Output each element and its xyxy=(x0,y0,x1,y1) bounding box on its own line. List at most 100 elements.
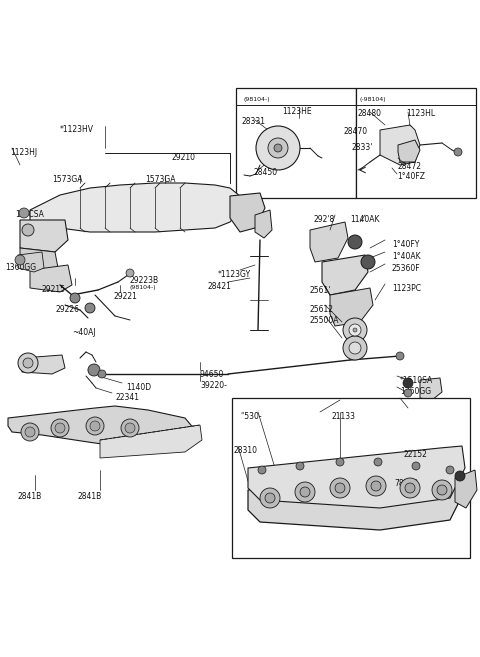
Text: 2833': 2833' xyxy=(352,143,373,152)
Text: *1123HV: *1123HV xyxy=(60,125,94,134)
Circle shape xyxy=(295,482,315,502)
Polygon shape xyxy=(380,125,420,165)
Text: 28421: 28421 xyxy=(208,282,232,291)
Polygon shape xyxy=(230,193,265,232)
Text: 1140AK: 1140AK xyxy=(350,215,380,224)
Text: 29210: 29210 xyxy=(172,153,196,162)
Text: 29215: 29215 xyxy=(42,285,66,294)
Circle shape xyxy=(22,224,34,236)
Text: 29226: 29226 xyxy=(55,305,79,314)
Text: 21133: 21133 xyxy=(332,412,356,421)
Text: 28310: 28310 xyxy=(233,446,257,455)
Circle shape xyxy=(432,480,452,500)
Circle shape xyxy=(349,342,361,354)
Text: 1360GG: 1360GG xyxy=(5,263,36,272)
Text: ~40AJ: ~40AJ xyxy=(72,328,96,337)
Circle shape xyxy=(455,471,465,481)
Text: 1123HL: 1123HL xyxy=(406,109,435,118)
Text: 1123HE: 1123HE xyxy=(282,107,312,116)
Polygon shape xyxy=(255,210,272,238)
Polygon shape xyxy=(455,470,477,508)
Text: 28331: 28331 xyxy=(242,117,266,126)
Polygon shape xyxy=(30,265,72,292)
Text: 29223B: 29223B xyxy=(130,276,159,285)
Text: 78312: 78312 xyxy=(394,479,418,488)
Text: 28470: 28470 xyxy=(344,127,368,136)
Circle shape xyxy=(349,324,361,336)
Circle shape xyxy=(404,389,412,397)
Circle shape xyxy=(335,483,345,493)
Text: 1573GA: 1573GA xyxy=(145,175,176,184)
Circle shape xyxy=(366,476,386,496)
Circle shape xyxy=(296,462,304,470)
Text: 22341: 22341 xyxy=(116,393,140,402)
Circle shape xyxy=(274,144,282,152)
Text: 1140D: 1140D xyxy=(126,383,151,392)
Polygon shape xyxy=(22,355,65,374)
Circle shape xyxy=(126,269,134,277)
Polygon shape xyxy=(310,222,348,262)
Text: 2841B: 2841B xyxy=(78,492,102,501)
Circle shape xyxy=(18,353,38,373)
Circle shape xyxy=(300,487,310,497)
Polygon shape xyxy=(322,255,368,295)
Circle shape xyxy=(412,462,420,470)
Polygon shape xyxy=(20,248,58,270)
Polygon shape xyxy=(20,220,68,252)
Text: 2561': 2561' xyxy=(310,286,331,295)
Polygon shape xyxy=(248,468,465,530)
Text: 1123HJ: 1123HJ xyxy=(10,148,37,157)
Circle shape xyxy=(343,318,367,342)
Text: 28480: 28480 xyxy=(358,109,382,118)
Circle shape xyxy=(256,126,300,170)
Circle shape xyxy=(348,235,362,249)
Text: 25360F: 25360F xyxy=(392,264,420,273)
Text: 1°40FZ: 1°40FZ xyxy=(397,172,425,181)
Circle shape xyxy=(446,466,454,474)
Polygon shape xyxy=(248,446,465,508)
Circle shape xyxy=(21,423,39,441)
Text: 1573GA: 1573GA xyxy=(52,175,83,184)
Text: 25500A: 25500A xyxy=(310,316,339,325)
Circle shape xyxy=(55,423,65,433)
Text: 22152: 22152 xyxy=(404,450,428,459)
Circle shape xyxy=(437,485,447,495)
Circle shape xyxy=(85,303,95,313)
Text: (-98104): (-98104) xyxy=(360,97,386,102)
Text: 2841B: 2841B xyxy=(18,492,42,501)
Text: *1123GY: *1123GY xyxy=(218,270,251,279)
Text: 29221: 29221 xyxy=(113,292,137,301)
Circle shape xyxy=(361,255,375,269)
Circle shape xyxy=(258,466,266,474)
Text: (98104-): (98104-) xyxy=(130,285,156,290)
Circle shape xyxy=(98,370,106,378)
Polygon shape xyxy=(8,406,195,450)
Circle shape xyxy=(336,458,344,466)
Text: (98104-): (98104-) xyxy=(243,97,270,102)
Circle shape xyxy=(23,358,33,368)
Text: ''530-: ''530- xyxy=(240,412,262,421)
Bar xyxy=(232,398,470,558)
Circle shape xyxy=(90,421,100,431)
Circle shape xyxy=(88,364,100,376)
Polygon shape xyxy=(330,288,373,326)
Text: 25612: 25612 xyxy=(310,305,334,314)
Text: 292'8: 292'8 xyxy=(314,215,335,224)
Polygon shape xyxy=(100,425,202,458)
Polygon shape xyxy=(18,252,44,272)
Circle shape xyxy=(15,255,25,265)
Text: 39220-: 39220- xyxy=(200,381,227,390)
Text: 1°40AK: 1°40AK xyxy=(392,252,420,261)
Text: 28472: 28472 xyxy=(397,162,421,171)
Circle shape xyxy=(330,478,350,498)
Circle shape xyxy=(403,378,413,388)
Circle shape xyxy=(396,352,404,360)
Bar xyxy=(356,88,476,198)
Polygon shape xyxy=(398,140,420,162)
Polygon shape xyxy=(30,183,240,232)
Circle shape xyxy=(400,478,420,498)
Circle shape xyxy=(260,488,280,508)
Circle shape xyxy=(343,336,367,360)
Text: 15°CSA: 15°CSA xyxy=(15,210,44,219)
Text: 1°40FY: 1°40FY xyxy=(392,240,420,249)
